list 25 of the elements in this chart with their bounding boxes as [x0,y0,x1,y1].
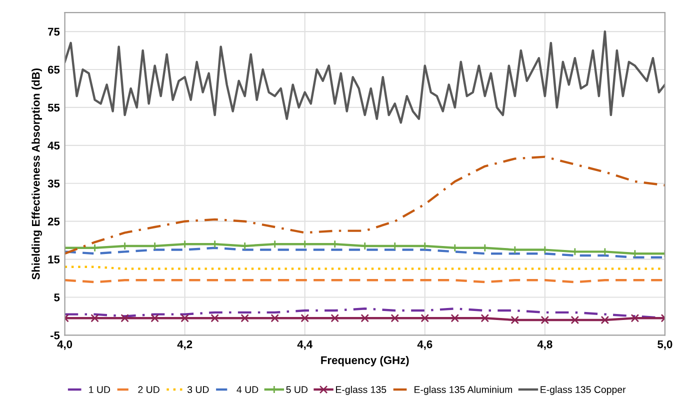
legend-label: 4 UD [236,386,258,394]
legend-label: E-glass 135 Copper [540,386,626,395]
y-tick-label: -5 [50,332,60,340]
y-tick-label: 15 [48,256,60,264]
y-tick-label: 65 [48,66,60,74]
legend-label: E-glass 135 [336,386,386,395]
y-axis-title: Shielding Effectiveness Absorption (dB) [32,68,42,280]
y-tick-label: 35 [48,180,60,188]
x-tick-label: 4,2 [177,340,192,350]
legend-label: 5 UD [286,386,308,394]
legend-label: E-glass 135 Aluminium [414,386,512,395]
x-tick-label: 5,0 [658,340,672,350]
legend-label: 1 UD [89,386,110,394]
y-tick-label: 75 [48,28,60,36]
y-tick-label: 5 [54,294,60,302]
x-tick-label: 4,4 [297,340,313,350]
x-tick-label: 4,0 [57,340,72,350]
x-axis-title: Frequency (GHz) [321,356,409,366]
y-tick-label: 55 [48,104,60,112]
x-tick-label: 4,8 [537,340,552,350]
y-tick-label: 45 [48,142,60,150]
legend-label: 3 UD [187,386,209,394]
y-tick-label: 25 [48,218,60,226]
x-tick-label: 4,6 [417,340,432,350]
legend-label: 2 UD [138,386,160,394]
